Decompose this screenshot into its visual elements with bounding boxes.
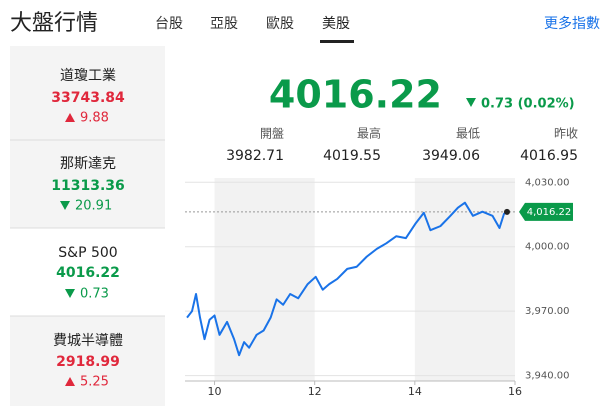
tab[interactable]: 歐股 — [266, 16, 294, 32]
index-name: 道瓊工業 — [60, 68, 116, 84]
index-value: 33743.84 — [51, 90, 125, 106]
down-arrow — [65, 289, 75, 298]
stat-value: 3949.06 — [422, 148, 480, 164]
more-link[interactable]: 更多指數 — [544, 15, 600, 32]
stat-value: 4019.55 — [323, 148, 381, 164]
x-tick-label: 16 — [508, 385, 522, 398]
up-arrow — [65, 377, 75, 386]
stat-label: 昨收 — [554, 127, 578, 141]
tab[interactable]: 台股 — [155, 16, 183, 32]
index-item[interactable]: 道瓊工業 33743.84 9.88 — [51, 68, 125, 126]
index-name: S&P 500 — [58, 245, 117, 261]
last-point — [503, 208, 510, 215]
index-item[interactable]: 那斯達克 11313.36 20.91 — [51, 156, 125, 214]
index-panel — [10, 46, 165, 406]
widget-title: 大盤行情 — [10, 11, 98, 36]
stat-label: 最高 — [357, 126, 381, 141]
stat-value: 4016.95 — [520, 148, 578, 164]
tab-underline — [320, 40, 354, 43]
shaded-band — [414, 178, 515, 381]
index-name: 那斯達克 — [60, 156, 116, 172]
y-tick-label: 4,000.00 — [525, 242, 570, 253]
x-tick-label: 14 — [408, 385, 422, 398]
shaded-band — [214, 178, 315, 381]
selected-index-bg — [10, 228, 165, 316]
index-value: 4016.22 — [56, 265, 120, 281]
y-tick-label: 3,970.00 — [525, 306, 570, 317]
index-item[interactable]: 費城半導體 2918.99 5.25 — [53, 333, 123, 390]
price-badge-label: 4,016.22 — [527, 207, 572, 218]
up-arrow — [65, 113, 75, 122]
stat-value: 3982.71 — [226, 148, 284, 164]
quote-change: 0.73 (0.02%) — [481, 97, 575, 112]
x-tick-label: 12 — [308, 385, 322, 398]
y-tick-label: 3,940.00 — [525, 371, 570, 382]
index-value: 2918.99 — [56, 354, 120, 370]
index-item[interactable]: S&P 500 4016.22 0.73 — [56, 245, 120, 302]
index-change: 20.91 — [75, 199, 112, 214]
y-tick-label: 4,030.00 — [525, 177, 570, 188]
index-change: 9.88 — [80, 111, 109, 126]
price-badge — [519, 202, 573, 221]
x-tick-label: 10 — [208, 385, 222, 398]
down-arrow — [60, 201, 70, 210]
stat-label: 開盤 — [260, 127, 284, 141]
down-arrow — [466, 98, 476, 107]
tab-active[interactable]: 美股 — [322, 16, 350, 32]
price-chart: 3,940.00 3,970.00 4,000.00 4,030.00 10 12 14 16… — [185, 177, 573, 398]
index-change: 5.25 — [80, 375, 109, 390]
index-change: 0.73 — [80, 287, 109, 302]
stat-label: 最低 — [456, 127, 480, 141]
index-value: 11313.36 — [51, 178, 125, 194]
quote-price: 4016.22 — [269, 73, 442, 117]
index-name: 費城半導體 — [53, 333, 123, 349]
tab[interactable]: 亞股 — [210, 16, 238, 32]
price-line — [186, 201, 508, 357]
